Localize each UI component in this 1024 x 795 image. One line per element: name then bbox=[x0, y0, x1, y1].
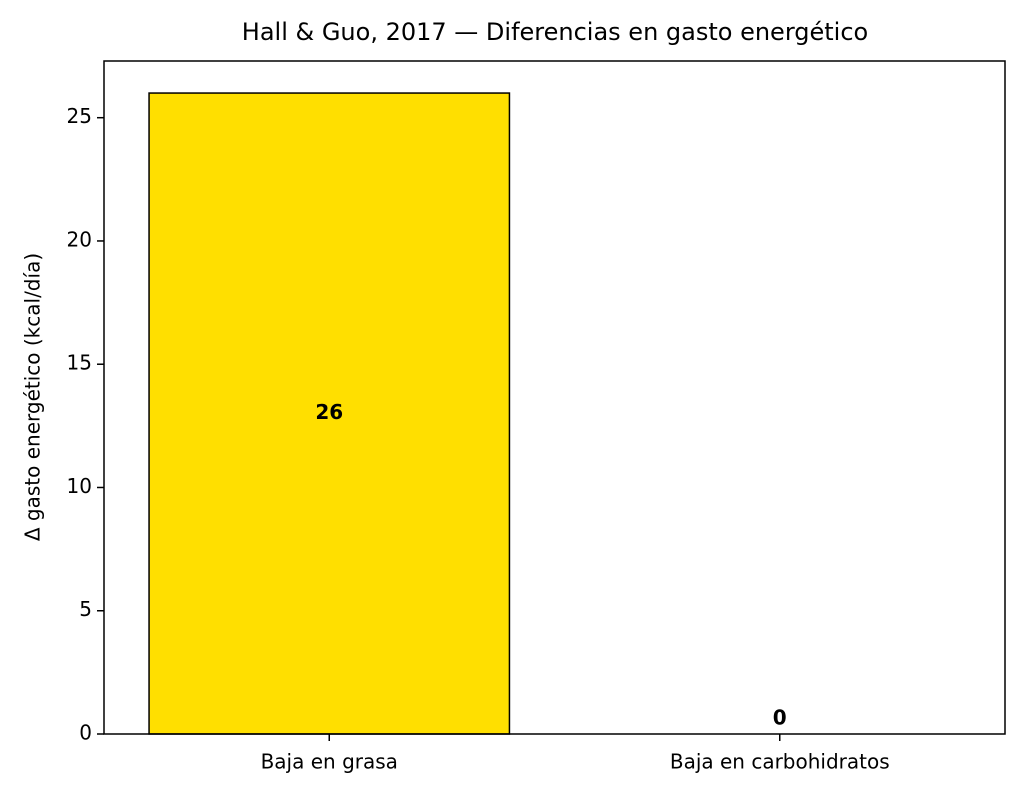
x-tick-label: Baja en grasa bbox=[261, 750, 398, 774]
y-tick-label: 10 bbox=[67, 474, 92, 498]
y-tick-label: 15 bbox=[67, 351, 92, 375]
value-label: 0 bbox=[773, 706, 787, 730]
value-label: 26 bbox=[315, 400, 343, 424]
chart-title: Hall & Guo, 2017 — Diferencias en gasto … bbox=[242, 18, 868, 46]
plot-frame bbox=[103, 60, 1006, 735]
x-tick-label: Baja en carbohidratos bbox=[670, 750, 890, 774]
y-tick-label: 0 bbox=[79, 721, 92, 745]
y-axis-label: Δ gasto energético (kcal/día) bbox=[21, 253, 45, 541]
bar bbox=[148, 92, 511, 735]
y-tick-label: 25 bbox=[67, 104, 92, 128]
y-tick-label: 5 bbox=[79, 597, 92, 621]
y-tick-label: 20 bbox=[67, 227, 92, 251]
